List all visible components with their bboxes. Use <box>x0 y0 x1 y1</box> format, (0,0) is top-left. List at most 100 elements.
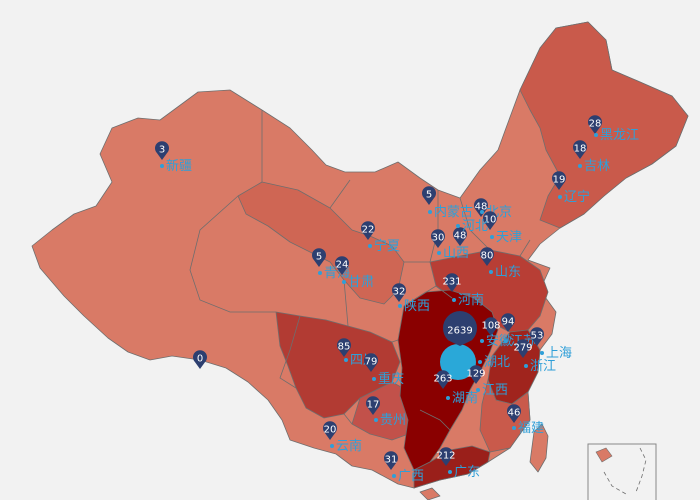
map-pin-icon <box>155 141 169 160</box>
map-pin-icon <box>392 283 406 302</box>
map-marker-liaoning[interactable]: 19 辽宁 <box>552 171 590 205</box>
map-marker-gansu[interactable]: 24 甘肃 <box>335 256 374 290</box>
map-marker-jilin[interactable]: 18 吉林 <box>573 140 610 174</box>
map-pin-icon <box>442 311 477 346</box>
map-marker-xinjiang[interactable]: 3新疆 <box>155 141 192 174</box>
province-label: 河北 <box>462 219 488 234</box>
marker-dot <box>594 133 598 137</box>
map-marker-henan[interactable]: 231 河南 <box>442 273 484 308</box>
marker-value: 32 <box>393 287 406 298</box>
marker-dot <box>489 270 493 274</box>
marker-value: 129 <box>466 369 485 380</box>
map-taiwan <box>529 423 549 473</box>
marker-dot <box>456 224 460 228</box>
marker-dot <box>512 426 516 430</box>
province-label: 吉林 <box>584 159 610 174</box>
map-pin-icon <box>516 339 530 358</box>
marker-value: 80 <box>481 251 494 262</box>
marker-dot <box>480 339 484 343</box>
province-label: 山西 <box>443 246 469 261</box>
marker-dot <box>160 164 164 168</box>
marker-value: 20 <box>324 425 337 436</box>
marker-dot <box>374 418 378 422</box>
province-label: 湖北 <box>484 355 510 370</box>
marker-value: 24 <box>336 260 349 271</box>
marker-value: 46 <box>508 408 521 419</box>
map-pin-icon <box>474 198 489 217</box>
map-marker-shanxi[interactable]: 30 山西 <box>431 229 469 261</box>
map-pin-icon <box>484 317 499 336</box>
province-label: 重庆 <box>378 371 404 387</box>
marker-value: 108 <box>481 321 500 332</box>
map-pin-icon <box>337 338 351 357</box>
map-gansu <box>237 181 405 305</box>
marker-dot <box>372 377 376 381</box>
map-pin-icon <box>436 370 450 389</box>
map-pin-icon <box>364 353 378 372</box>
map-fujian <box>479 379 531 453</box>
map-marker-hubei[interactable]: 2639 湖北 <box>440 311 510 380</box>
marker-dot <box>368 244 372 248</box>
map-pin-icon <box>573 140 587 159</box>
province-label: 陕西 <box>404 299 430 314</box>
marker-dot <box>578 164 582 168</box>
marker-value: 79 <box>365 357 378 368</box>
marker-value: 231 <box>442 277 461 288</box>
map-marker-fujian[interactable]: 46 福建 <box>507 404 544 436</box>
marker-value: 212 <box>436 451 455 462</box>
marker-value: 85 <box>338 342 351 353</box>
map-marker-anhui[interactable]: 108 安徽 <box>480 317 512 349</box>
province-label: 浙江 <box>530 359 556 374</box>
province-label: 宁夏 <box>374 238 400 254</box>
marker-value: 19 <box>553 175 566 186</box>
map-marker-yunnan[interactable]: 20 云南 <box>323 421 362 454</box>
map-marker-zhejiang[interactable]: 279 浙江 <box>513 339 556 374</box>
province-label: 黑龙江 <box>600 128 639 143</box>
map-pin-icon <box>193 350 207 369</box>
marker-value: 94 <box>502 317 515 328</box>
map-marker-qinghai[interactable]: 5青海 <box>312 248 350 281</box>
province-label: 贵州 <box>380 413 406 428</box>
marker-dot <box>446 396 450 400</box>
province-label: 江西 <box>482 383 508 398</box>
marker-value: 10 <box>484 215 497 226</box>
map-marker-xizang[interactable]: 0 <box>193 350 207 369</box>
marker-dot <box>504 339 508 343</box>
marker-value: 53 <box>531 331 544 342</box>
map-marker-guangdong[interactable]: 212 广东 <box>436 447 480 480</box>
map-pin-icon <box>422 186 436 205</box>
marker-value: 3 <box>159 145 165 156</box>
province-label: 山东 <box>495 265 521 280</box>
map-marker-tianjin[interactable]: 10 天津 <box>483 211 522 245</box>
map-pin-icon <box>366 396 380 415</box>
marker-value: 30 <box>432 233 445 244</box>
marker-dot <box>392 474 396 478</box>
marker-value: 48 <box>454 231 467 242</box>
map-marker-ningxia[interactable]: 22 宁夏 <box>361 221 400 254</box>
marker-dot <box>558 195 562 199</box>
map-pin-icon <box>445 273 460 292</box>
province-borders <box>189 110 531 431</box>
map-pin-icon <box>384 451 398 470</box>
marker-dot <box>318 271 322 275</box>
marker-value: 2639 <box>447 326 472 337</box>
map-pin-icon <box>335 256 349 275</box>
map-pin-icon <box>312 248 327 267</box>
south-china-sea-inset <box>587 443 657 500</box>
map-pin-icon <box>323 421 337 440</box>
map-pin-icon <box>588 115 602 134</box>
map-marker-jiangxi[interactable]: 129 江西 <box>466 365 508 398</box>
province-label: 甘肃 <box>348 275 374 290</box>
marker-dot <box>452 298 456 302</box>
